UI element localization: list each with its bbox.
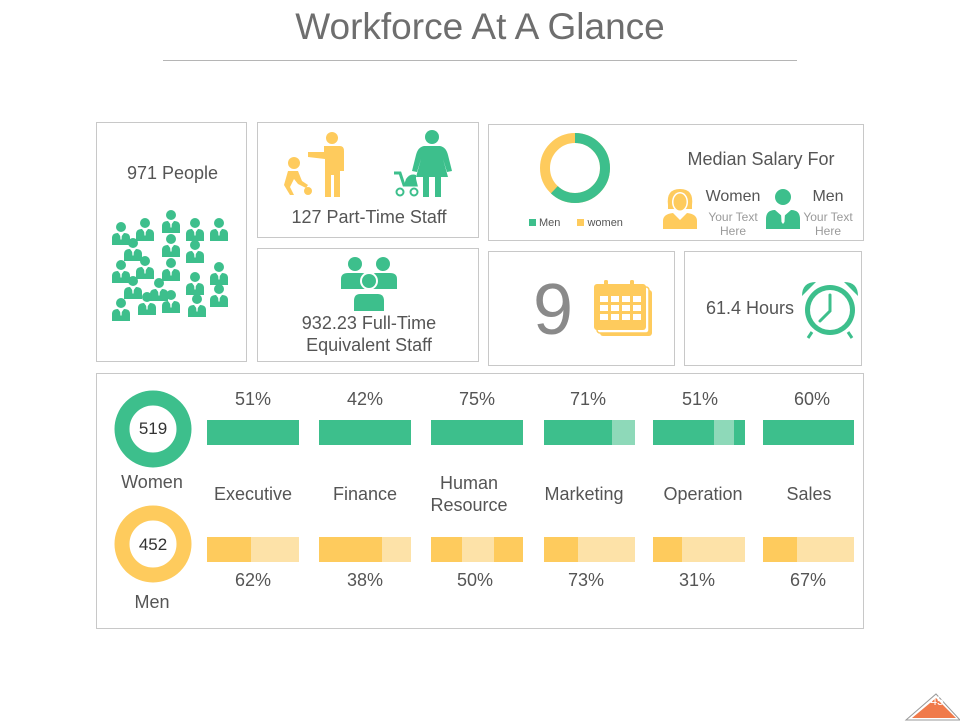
women-bar	[653, 420, 745, 445]
businesswoman-icon	[661, 187, 699, 234]
men-percent: 73%	[567, 570, 605, 590]
women-percent: 42%	[346, 389, 384, 409]
legend-men-swatch	[529, 219, 536, 226]
men-bar	[319, 537, 411, 562]
gender-donut-chart	[538, 131, 612, 210]
men-percent: 50%	[456, 570, 494, 590]
salary-men-label: Men	[812, 188, 844, 205]
department-name: Finance	[332, 484, 398, 504]
women-percent: 51%	[234, 389, 272, 409]
men-percent: 38%	[346, 570, 384, 590]
men-bar	[544, 537, 635, 562]
page-number: 45	[930, 694, 944, 708]
full-time-label-line2: Equivalent Staff	[306, 335, 432, 355]
women-percent: 71%	[569, 389, 607, 409]
department-name-line1: Human	[439, 473, 499, 493]
part-time-card: 127 Part-Time Staff	[257, 122, 479, 238]
donut-legend: Men women	[529, 217, 623, 229]
adult-pointing-icon	[304, 131, 348, 202]
alarm-clock-icon	[798, 278, 862, 345]
department-name-line2: Resource	[430, 495, 508, 515]
men-count: 452	[138, 535, 168, 554]
part-time-label: 127 Part-Time Staff	[291, 207, 447, 227]
men-label: Men	[134, 592, 170, 612]
people-count: 971 People	[126, 163, 219, 183]
men-percent: 67%	[789, 570, 827, 590]
calendar-icon	[592, 280, 654, 343]
calendar-number: 9	[532, 270, 574, 350]
hours-card: 61.4 Hours	[684, 251, 862, 366]
women-bar	[431, 420, 523, 445]
department-name: Executive	[213, 484, 293, 504]
page-title: Workforce At A Glance	[295, 6, 665, 47]
team-icon	[338, 255, 400, 316]
men-percent: 62%	[234, 570, 272, 590]
men-bar	[653, 537, 745, 562]
men-bar	[207, 537, 299, 562]
women-ring	[114, 390, 192, 473]
salary-women-text-2: Here	[719, 224, 746, 238]
men-bar	[763, 537, 854, 562]
department-name: Marketing	[544, 484, 624, 504]
women-bar	[207, 420, 299, 445]
women-percent: 51%	[681, 389, 719, 409]
women-percent: 75%	[458, 389, 496, 409]
department-name: Sales	[786, 484, 832, 504]
people-group-icon	[109, 207, 237, 323]
men-ring	[114, 505, 192, 588]
salary-title: Median Salary For	[687, 149, 835, 169]
title-divider	[163, 60, 797, 61]
salary-women-text-1: Your Text	[708, 210, 758, 224]
men-percent: 31%	[678, 570, 716, 590]
stroller-icon	[390, 169, 420, 202]
legend-men-label: Men	[539, 217, 561, 229]
women-label: Women	[121, 472, 183, 492]
legend-women-label: women	[587, 217, 623, 229]
people-card: 971 People	[96, 122, 247, 362]
calendar-card: 9	[488, 251, 675, 366]
salary-card: Men women Median Salary For Women Your T…	[488, 124, 864, 241]
women-percent: 60%	[793, 389, 831, 409]
full-time-label-line1: 932.23 Full-Time	[301, 313, 437, 333]
salary-men-text-1: Your Text	[803, 210, 853, 224]
full-time-card: 932.23 Full-Time Equivalent Staff	[257, 248, 479, 362]
businessman-icon	[765, 187, 801, 234]
salary-women-label: Women	[705, 188, 761, 205]
women-count: 519	[138, 419, 168, 438]
child-with-ball-icon	[280, 155, 314, 200]
women-bar	[763, 420, 854, 445]
donut-men-segment	[540, 133, 610, 203]
hours-label: 61.4 Hours	[705, 298, 795, 318]
legend-women-swatch	[577, 219, 585, 226]
salary-men-text-2: Here	[814, 224, 841, 238]
woman-icon	[412, 129, 452, 202]
women-bar	[319, 420, 411, 445]
department-panel	[96, 373, 864, 629]
men-bar	[431, 537, 523, 562]
women-bar	[544, 420, 635, 445]
department-name: Operation	[663, 484, 743, 504]
